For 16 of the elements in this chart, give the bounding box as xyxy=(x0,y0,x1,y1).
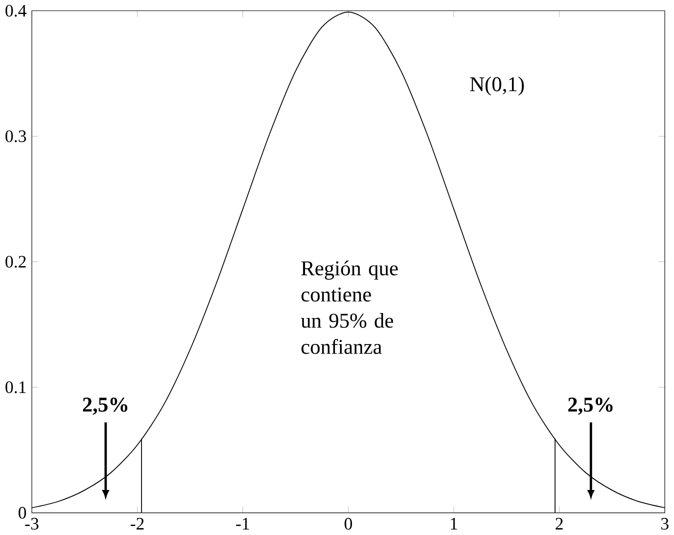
annotation: 2,5% xyxy=(568,398,613,415)
y-tick-label: 0.3 xyxy=(6,130,26,142)
y-tick-label: 0.2 xyxy=(6,256,26,268)
x-tick-label: 0 xyxy=(344,518,352,530)
y-tick-label: 0 xyxy=(18,507,26,519)
x-tick-label: -2 xyxy=(130,518,144,530)
y-tick-label: 0.4 xyxy=(6,5,26,17)
x-tick-label: 2 xyxy=(556,518,563,530)
y-tick-label: 0.1 xyxy=(6,382,26,394)
annotation: N(0,1) xyxy=(470,76,524,96)
annotation: 2,5% xyxy=(82,398,128,415)
x-tick-label: 3 xyxy=(661,518,668,530)
x-tick-label: 1 xyxy=(450,518,458,530)
x-tick-label: -3 xyxy=(25,518,38,530)
x-tick-label: -1 xyxy=(236,518,250,530)
annotation: Región que contiene un 95% de confianza xyxy=(300,260,398,354)
